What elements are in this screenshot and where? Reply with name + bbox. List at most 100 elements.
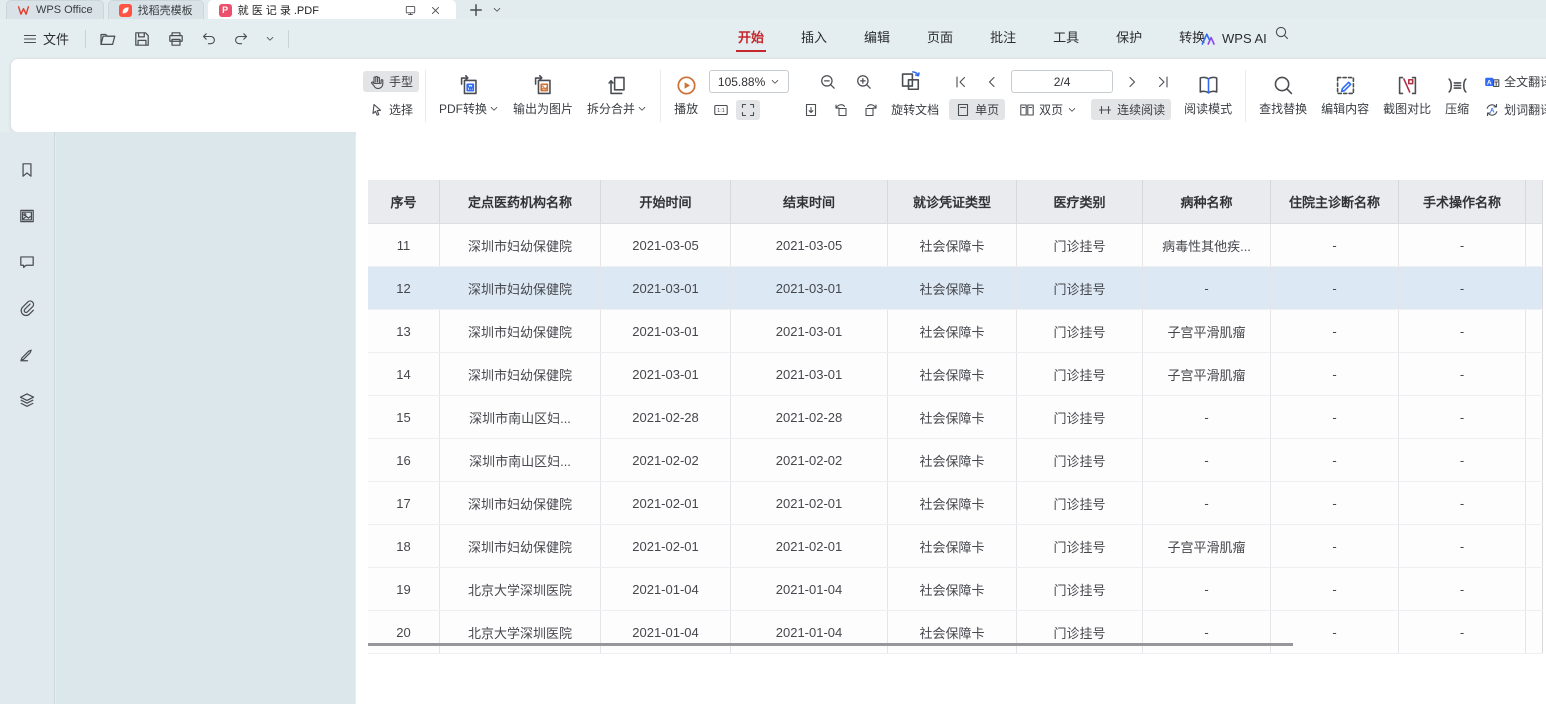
cursor-icon	[369, 102, 385, 118]
first-page-button[interactable]	[949, 72, 973, 92]
zoom-in-icon	[855, 73, 873, 91]
table-row: 13 深圳市妇幼保健院 2021-03-01 2021-03-01 社会保障卡 门诊挂号子…	[368, 310, 1543, 353]
tab-list-chevron-icon[interactable]	[492, 5, 502, 15]
single-page-button[interactable]: 单页	[949, 99, 1006, 120]
zoom-in-button[interactable]	[851, 71, 877, 93]
book-icon	[1197, 74, 1220, 97]
zoom-level-input[interactable]: 105.88%	[709, 70, 790, 93]
play-label: 播放	[674, 102, 699, 116]
undo-button[interactable]	[198, 29, 220, 49]
export-as-image-button[interactable]: 输出为图片	[506, 74, 580, 117]
table-cell: 子宫平滑肌瘤	[1143, 525, 1271, 567]
continuous-read-icon	[1097, 102, 1113, 118]
last-page-button[interactable]	[1151, 72, 1175, 92]
open-file-button[interactable]	[96, 28, 120, 50]
pdf-page-canvas[interactable]: 序号 定点医药机构名称 开始时间 结束时间 就诊凭证类型 医疗类别 病种名称 住院主诊断名称手…	[356, 132, 1546, 704]
word-translate-button[interactable]: A 划词翻译	[1478, 99, 1546, 120]
menu-tools[interactable]: 工具	[1053, 30, 1080, 45]
select-tool-label: 选择	[389, 103, 414, 117]
split-merge-icon	[606, 74, 629, 97]
thumbnail-pane-icon[interactable]	[15, 204, 39, 228]
zoom-out-button[interactable]	[815, 71, 841, 93]
header-cell: 开始时间	[601, 180, 731, 223]
table-cell: 子宫平滑肌瘤	[1143, 353, 1271, 395]
table-cell: -	[1143, 568, 1271, 610]
save-button[interactable]	[130, 28, 154, 50]
tab-docer-templates[interactable]: 找稻壳模板	[107, 0, 204, 19]
navigation-panel[interactable]	[56, 132, 355, 704]
pdf-convert-button[interactable]: PDF转换	[432, 74, 506, 117]
table-cell: -	[1271, 568, 1399, 610]
menu-edit[interactable]: 编辑	[864, 30, 891, 45]
header-cell: 手术操作名称	[1399, 180, 1526, 223]
table-cell: 19	[368, 568, 440, 610]
read-mode-button[interactable]: 阅读模式	[1177, 74, 1239, 117]
hand-tool-button[interactable]: 手型	[363, 71, 420, 92]
rotate-right-icon	[863, 102, 879, 118]
wps-ai-button[interactable]: WPS AI	[1200, 19, 1267, 58]
header-cell: 病种名称	[1143, 180, 1271, 223]
layers-pane-icon[interactable]	[15, 388, 39, 412]
table-cell: 门诊挂号	[1017, 224, 1143, 266]
menu-comment[interactable]: 批注	[990, 30, 1017, 45]
page-indicator-input[interactable]: 2/4	[1011, 70, 1114, 93]
quickbar-chevron-icon[interactable]	[262, 32, 278, 46]
tab-document-pdf[interactable]: P 就 医 记 录 .PDF	[207, 0, 456, 19]
table-cell: -	[1143, 482, 1271, 524]
split-merge-button[interactable]: 拆分合并	[580, 74, 654, 117]
find-replace-button[interactable]: 查找替换	[1252, 74, 1314, 117]
wps-ai-icon	[1200, 31, 1216, 47]
menu-protect[interactable]: 保护	[1116, 30, 1143, 45]
menu-convert[interactable]: 转换	[1179, 30, 1206, 45]
continuous-read-button[interactable]: 连续阅读	[1091, 99, 1172, 120]
table-cell-extra	[1526, 224, 1543, 266]
double-page-label: 双页	[1039, 103, 1064, 117]
enter-split-screen-icon[interactable]	[401, 2, 420, 19]
play-button[interactable]: 播放	[667, 74, 705, 117]
menu-home[interactable]: 开始	[736, 25, 767, 52]
table-cell: 2021-03-01	[601, 267, 731, 309]
screenshot-compare-button[interactable]: 截图对比	[1376, 74, 1438, 117]
rotate-pages-icon	[899, 70, 922, 93]
print-button[interactable]	[164, 28, 188, 50]
table-cell: -	[1271, 224, 1399, 266]
double-page-button[interactable]: 双页	[1013, 99, 1083, 120]
next-page-button[interactable]	[1120, 72, 1144, 92]
file-menu-button[interactable]: 文件	[16, 26, 75, 51]
one-to-one-icon: 1:1	[713, 102, 729, 118]
header-cell-extra	[1526, 180, 1543, 223]
compress-button[interactable]: 压缩	[1438, 74, 1476, 117]
signature-pane-icon[interactable]	[15, 342, 39, 366]
hand-icon	[369, 74, 385, 90]
wps-logo-icon	[17, 4, 30, 17]
table-cell: 2021-01-04	[601, 611, 731, 653]
prev-page-button[interactable]	[980, 72, 1004, 92]
attachment-pane-icon[interactable]	[15, 296, 39, 320]
edit-content-button[interactable]: 编辑内容	[1314, 74, 1376, 117]
table-cell: -	[1399, 568, 1526, 610]
select-tool-button[interactable]: 选择	[363, 99, 419, 120]
redo-button[interactable]	[230, 29, 252, 49]
fit-page-button[interactable]	[799, 100, 823, 120]
table-cell: 15	[368, 396, 440, 438]
rotate-left-button[interactable]	[829, 100, 853, 120]
new-tab-button[interactable]	[468, 2, 484, 18]
swap-pages-button[interactable]	[895, 68, 926, 95]
fit-window-button[interactable]	[736, 99, 761, 120]
full-translate-button[interactable]: A 全文翻译	[1478, 71, 1546, 92]
table-cell: 门诊挂号	[1017, 267, 1143, 309]
split-merge-label: 拆分合并	[587, 102, 636, 116]
rotate-document-button[interactable]: 旋转文档	[889, 99, 941, 120]
close-tab-icon[interactable]	[426, 2, 445, 19]
comment-pane-icon[interactable]	[15, 250, 39, 274]
search-icon[interactable]	[1274, 25, 1290, 41]
actual-size-button[interactable]: 1:1	[709, 100, 733, 120]
rotate-right-button[interactable]	[859, 100, 883, 120]
header-cell: 就诊凭证类型	[888, 180, 1017, 223]
table-row: 16 深圳市南山区妇... 2021-02-02 2021-02-02 社会保障卡 门诊挂…	[368, 439, 1543, 482]
menu-page[interactable]: 页面	[927, 30, 954, 45]
table-cell: 子宫平滑肌瘤	[1143, 310, 1271, 352]
bookmark-pane-icon[interactable]	[15, 158, 39, 182]
tab-wps-office[interactable]: WPS Office	[6, 0, 104, 19]
menu-insert[interactable]: 插入	[801, 30, 828, 45]
